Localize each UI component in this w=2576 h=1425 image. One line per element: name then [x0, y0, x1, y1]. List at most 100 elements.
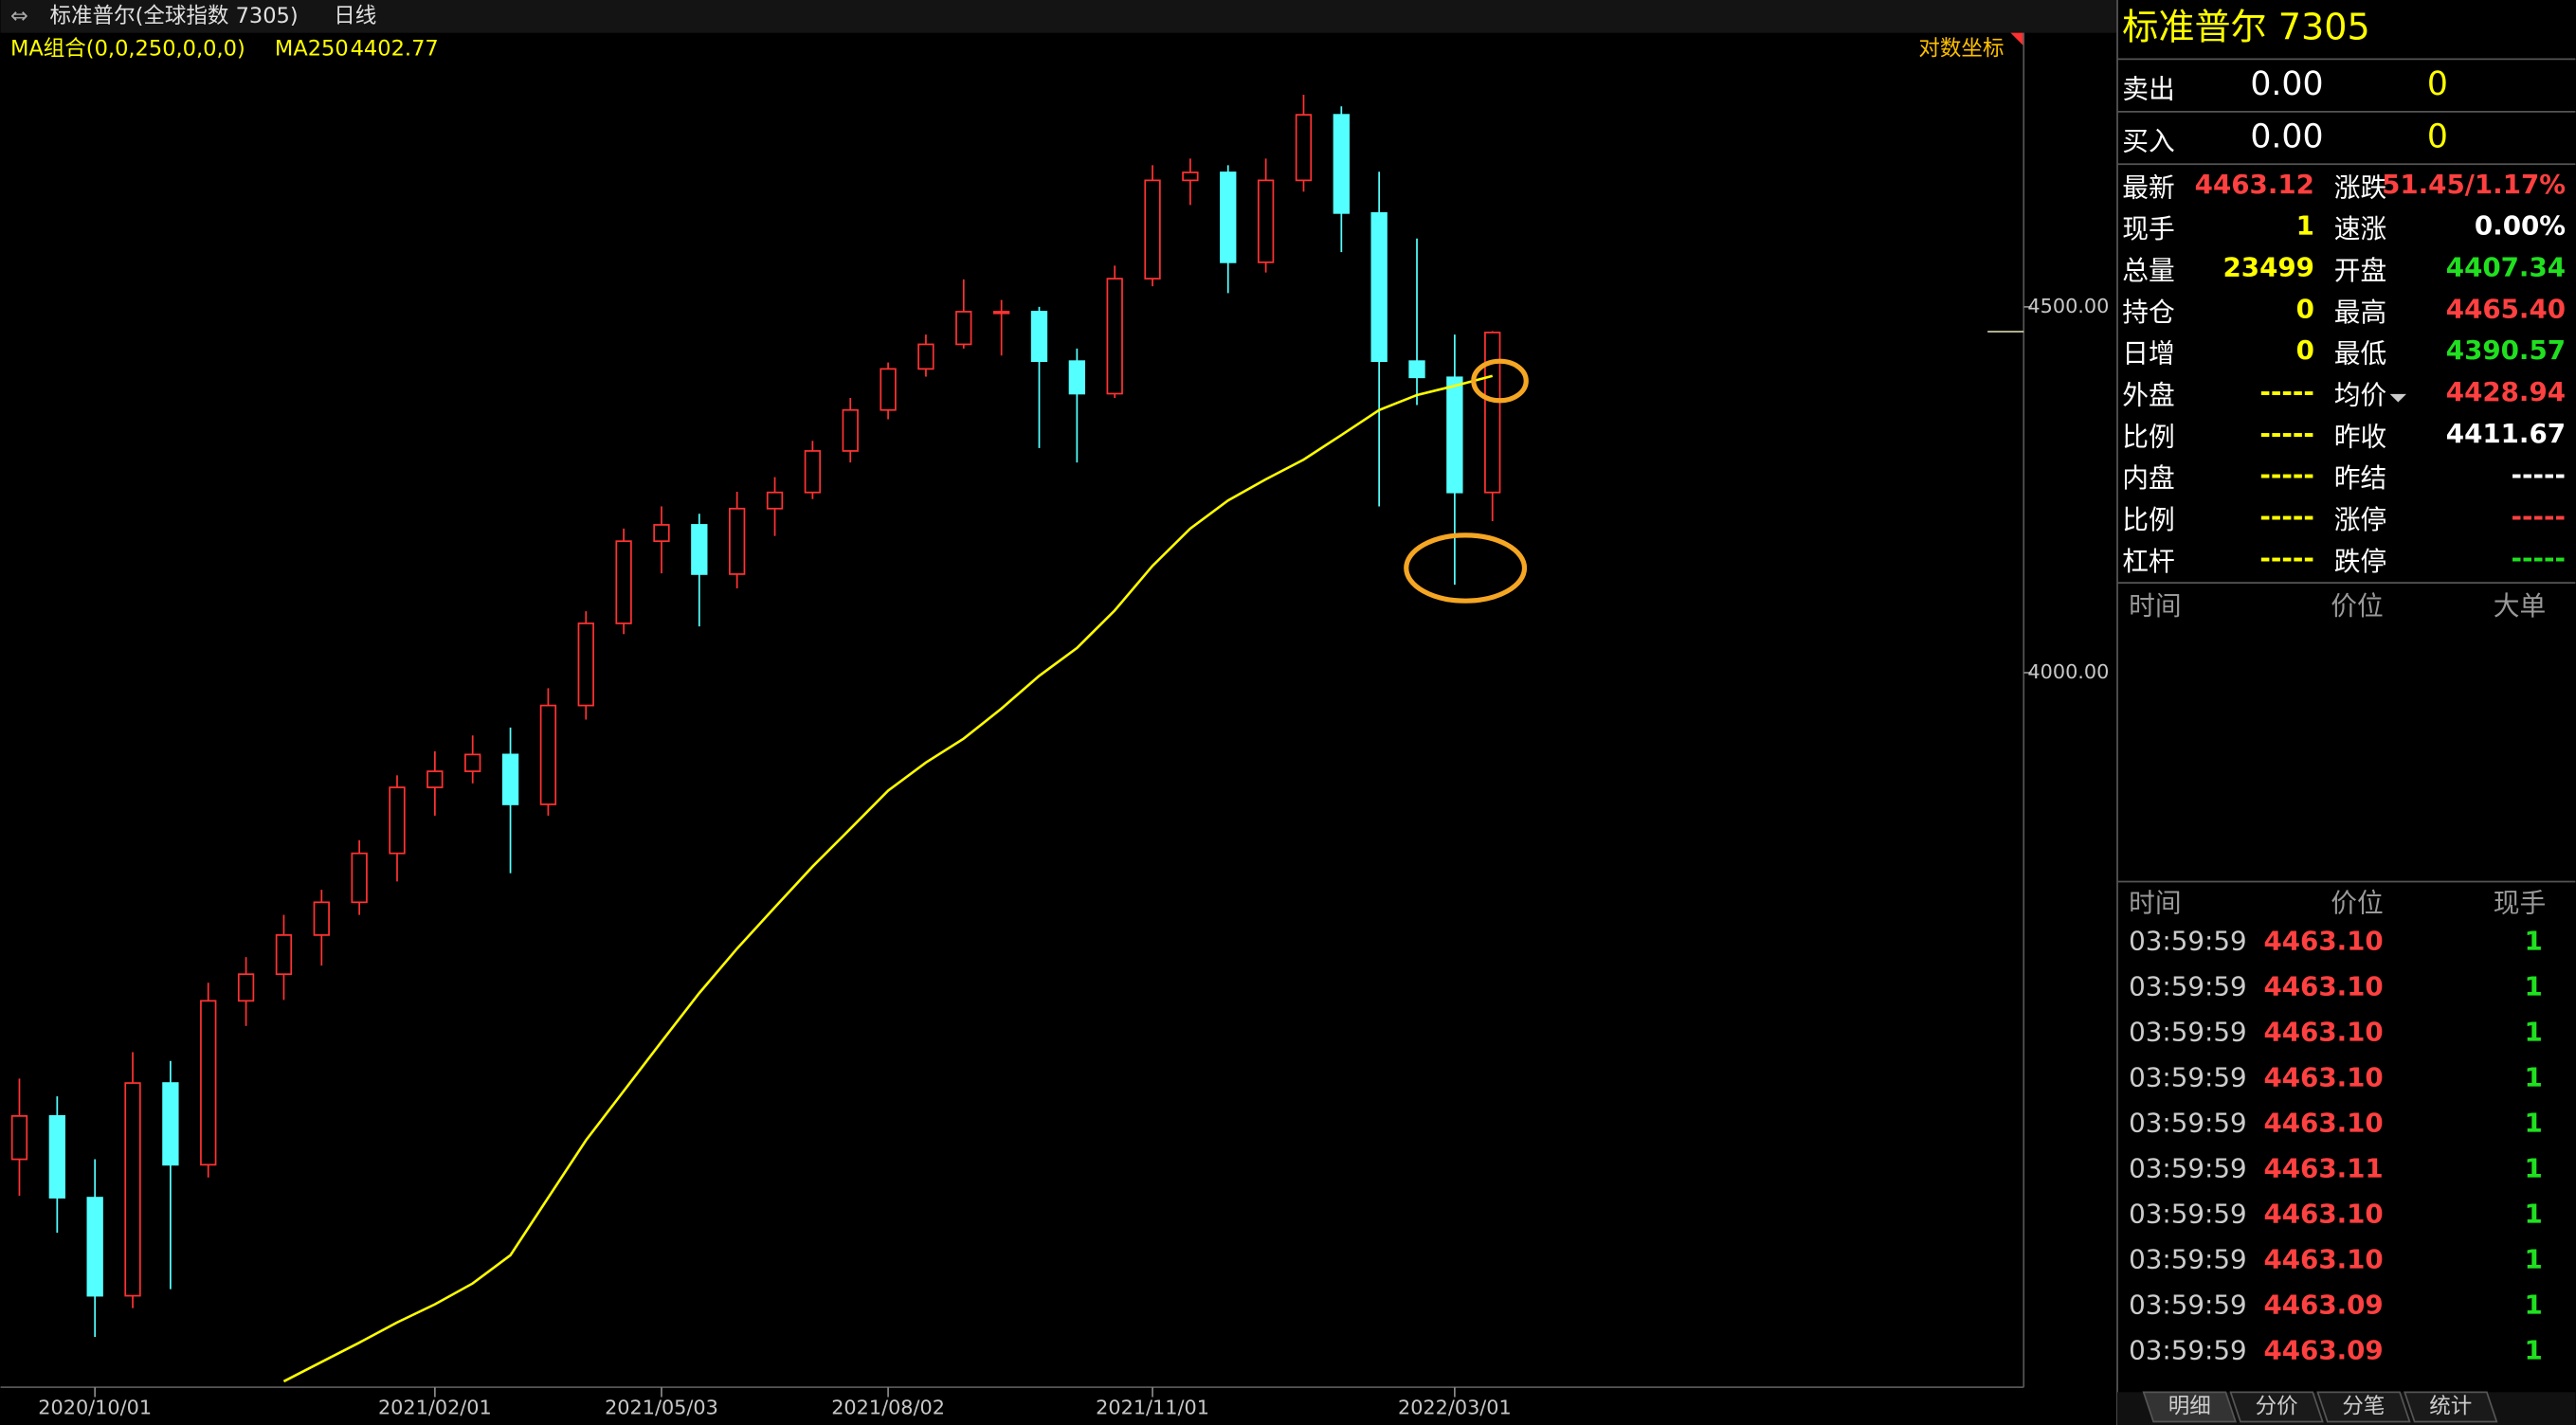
tab[interactable] — [2316, 1391, 2411, 1423]
period-selector[interactable]: 日线 — [334, 4, 376, 28]
trade-time: 03:59:59 — [2129, 1290, 2247, 1321]
x-tick-label: 2021/11/01 — [1096, 1397, 1209, 1419]
field-label: 最高 — [2334, 297, 2386, 328]
trade-price: 4463.09 — [2263, 1290, 2383, 1321]
symbol-title: 标准普尔(全球指数 7305) — [50, 4, 299, 28]
field-label: 持仓 — [2122, 297, 2174, 328]
field-label: 速涨 — [2334, 213, 2386, 244]
candle-body — [200, 1000, 217, 1166]
tab-label[interactable]: 明细 — [2168, 1394, 2211, 1418]
candle-body — [577, 622, 594, 707]
candle-body — [842, 408, 859, 452]
column-header: 时间 — [2129, 888, 2181, 919]
trade-time: 03:59:59 — [2129, 1244, 2247, 1275]
candle-body — [1484, 332, 1501, 494]
candle-body — [275, 934, 293, 976]
candle-body — [48, 1114, 65, 1199]
ma-group[interactable]: MA组合(0,0,250,0,0,0) — [10, 36, 245, 61]
candle-body — [766, 491, 784, 510]
trade-price: 4463.10 — [2263, 1199, 2383, 1230]
field-value: ----- — [2259, 418, 2314, 449]
candle-body — [313, 901, 330, 936]
field-value: ----- — [2259, 460, 2314, 491]
candle-body — [237, 973, 255, 1002]
trade-time: 03:59:59 — [2129, 1335, 2247, 1366]
field-label: 均价 — [2334, 379, 2386, 410]
plot: 4000.00 4500.00 2020/10/01 2021/02/01 2021/0… — [10, 95, 2109, 1419]
candle-body — [615, 540, 632, 624]
trade-volume: 1 — [2525, 1017, 2543, 1048]
trade-volume: 1 — [2525, 926, 2543, 957]
trade-time: 03:59:59 — [2129, 1199, 2247, 1230]
candle-body — [729, 507, 746, 575]
field-value: ----- — [2512, 542, 2567, 573]
x-tick-label: 2020/10/01 — [38, 1397, 152, 1419]
tab-label[interactable]: 统计 — [2429, 1394, 2472, 1418]
trade-volume: 1 — [2525, 971, 2543, 1002]
candle-body — [880, 368, 897, 411]
candle-body — [124, 1082, 141, 1297]
candle-body — [86, 1197, 103, 1297]
candle-body — [1182, 171, 1199, 182]
candle-body — [653, 524, 670, 543]
field-label: 涨跌 — [2334, 171, 2386, 203]
tab[interactable] — [2404, 1391, 2498, 1423]
candle-body — [1408, 360, 1425, 379]
x-tick-label: 2021/02/01 — [378, 1397, 492, 1419]
column-header: 价位 — [2331, 590, 2383, 622]
x-tick-label: 2021/05/03 — [605, 1397, 718, 1419]
sell-volume: 0 — [2427, 65, 2448, 103]
field-value: 0 — [2296, 293, 2314, 324]
ma-value: 4402.77 — [351, 36, 439, 61]
candle-body — [1030, 311, 1048, 363]
candle-body — [992, 311, 1010, 315]
sell-label: 卖出 — [2122, 73, 2174, 104]
log-scale-toggle[interactable]: 对数坐标 — [1918, 36, 2004, 61]
x-tick-label: 2022/03/01 — [1398, 1397, 1512, 1419]
field-label: 总量 — [2122, 255, 2174, 286]
tab-label[interactable]: 分价 — [2256, 1394, 2298, 1418]
field-value: 0.00% — [2475, 210, 2566, 242]
y-tick-label: 4000.00 — [2027, 660, 2109, 683]
trade-time: 03:59:59 — [2129, 971, 2247, 1002]
tab-label[interactable]: 分笔 — [2342, 1394, 2385, 1418]
field-value: 23499 — [2223, 251, 2314, 282]
field-value: 4428.94 — [2446, 376, 2566, 407]
trade-price: 4463.10 — [2263, 1108, 2383, 1139]
candle-body — [351, 852, 368, 904]
tab[interactable] — [2142, 1391, 2237, 1423]
buy-price: 0.00 — [2250, 118, 2323, 156]
trade-volume: 1 — [2525, 1335, 2543, 1366]
link-icon: ⇔ — [10, 4, 28, 28]
dropdown-arrow[interactable] — [2389, 393, 2406, 403]
trade-price: 4463.10 — [2263, 1017, 2383, 1048]
field-value: 4463.12 — [2195, 169, 2314, 200]
candle-body — [1446, 376, 1463, 494]
trade-price: 4463.11 — [2263, 1153, 2383, 1184]
candle-body — [1068, 360, 1086, 395]
trade-volume: 1 — [2525, 1108, 2543, 1139]
field-value: 4465.40 — [2446, 293, 2566, 324]
field-value: 51.45/1.17% — [2382, 169, 2566, 200]
trade-price: 4463.10 — [2263, 926, 2383, 957]
highlight-circle — [1471, 358, 1529, 404]
column-header: 时间 — [2129, 590, 2181, 622]
candle-body — [1295, 114, 1313, 182]
column-header: 现手 — [2494, 888, 2546, 919]
candle-body — [1220, 171, 1237, 263]
field-label: 外盘 — [2122, 379, 2174, 410]
ma-line — [282, 374, 1494, 1383]
field-value: 1 — [2296, 210, 2314, 242]
trade-price: 4463.10 — [2263, 971, 2383, 1002]
candle-body — [917, 343, 934, 370]
candle-body — [1144, 179, 1161, 280]
tab[interactable] — [2229, 1391, 2324, 1423]
field-value: 4407.34 — [2446, 251, 2566, 282]
field-label: 日增 — [2122, 338, 2174, 370]
field-label: 开盘 — [2334, 255, 2386, 286]
buy-volume: 0 — [2427, 118, 2448, 156]
trade-volume: 1 — [2525, 1290, 2543, 1321]
